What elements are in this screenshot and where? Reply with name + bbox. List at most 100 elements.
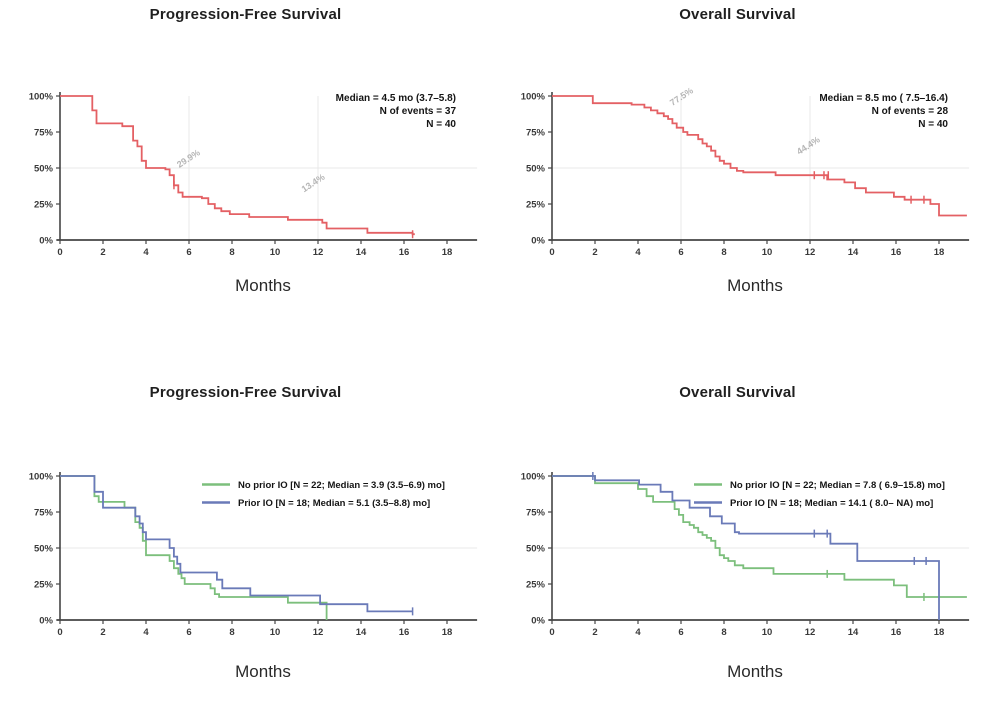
svg-text:18: 18 xyxy=(934,247,945,258)
gridlines xyxy=(60,96,478,240)
axis-ticks: 0 2 4 6 8 10 12 14 16 18 0% 25% 50% 75% 100% xyxy=(521,92,945,259)
axis-ticks: 0 2 4 6 8 10 12 14 16 18 0% 25% 50% 75% 100% xyxy=(521,472,945,639)
svg-text:8: 8 xyxy=(721,627,726,638)
svg-text:4: 4 xyxy=(143,247,149,258)
svg-text:8: 8 xyxy=(721,247,726,258)
km-plot-pfs-by-prior-io: 0 2 4 6 8 10 12 14 16 18 0% 25% 50% 75% 100% No prior I… xyxy=(29,472,478,639)
x-axis-label: Months xyxy=(235,276,291,295)
legend-label: No prior IO [N = 22; Median = 7.8 ( 6.9–… xyxy=(730,480,945,491)
km-curve-prior-io xyxy=(552,472,940,620)
svg-text:6: 6 xyxy=(678,627,683,638)
svg-text:N of events = 28: N of events = 28 xyxy=(872,106,949,117)
km-plot-os-all-patients: 0 2 4 6 8 10 12 14 16 180%25%50%75%100% 77.5%44.4%… xyxy=(521,85,970,259)
panel-os-by-prior-io: 0 2 4 6 8 10 12 14 16 18 0% 25% 50% 75% 100% No prior I… xyxy=(492,380,983,717)
axes xyxy=(549,472,970,621)
km-curve-no-prior-io xyxy=(60,475,328,620)
svg-text:16: 16 xyxy=(891,247,902,258)
svg-text:Median = 4.5 mo (3.7–5.8): Median = 4.5 mo (3.7–5.8) xyxy=(336,93,456,104)
chart-title: Overall Survival xyxy=(679,6,796,23)
svg-text:12: 12 xyxy=(313,627,324,638)
gridlines xyxy=(552,96,970,240)
svg-text:100%: 100% xyxy=(29,92,54,103)
svg-text:50%: 50% xyxy=(34,544,54,555)
svg-text:75%: 75% xyxy=(34,128,54,139)
svg-text:50%: 50% xyxy=(34,164,54,175)
x-axis-label: Months xyxy=(727,662,783,681)
survival-rate-label: 44.4% xyxy=(795,134,822,156)
svg-text:10: 10 xyxy=(762,247,773,258)
svg-text:4: 4 xyxy=(635,247,641,258)
svg-text:100%: 100% xyxy=(29,472,54,483)
km-plot-os-by-prior-io: 0 2 4 6 8 10 12 14 16 18 0% 25% 50% 75% 100% No prior I… xyxy=(521,472,970,639)
svg-text:12: 12 xyxy=(313,247,324,258)
svg-text:16: 16 xyxy=(399,627,410,638)
axes xyxy=(549,92,970,241)
svg-text:14: 14 xyxy=(848,247,859,258)
legend-label: Prior IO [N = 18; Median = 14.1 ( 8.0– N… xyxy=(730,498,933,509)
svg-text:0: 0 xyxy=(57,247,62,258)
svg-text:N = 40: N = 40 xyxy=(918,119,948,130)
x-axis-label: Months xyxy=(727,276,783,295)
svg-text:4: 4 xyxy=(635,627,641,638)
svg-text:8: 8 xyxy=(229,627,234,638)
median-annotation: Median = 4.5 mo (3.7–5.8) N of events = 3… xyxy=(336,93,457,130)
svg-text:100%: 100% xyxy=(521,472,546,483)
svg-text:75%: 75% xyxy=(526,128,546,139)
svg-text:25%: 25% xyxy=(34,580,54,591)
panel-os-all-patients: 0 2 4 6 8 10 12 14 16 18 0% 25% 50% 75% 100% 77.5% 44.4%… xyxy=(492,0,983,378)
svg-text:2: 2 xyxy=(592,627,597,638)
svg-text:16: 16 xyxy=(891,627,902,638)
svg-text:0%: 0% xyxy=(39,616,53,627)
axis-ticks: 0 2 4 6 8 10 12 14 16 18 0% 25% 50% 75% 100% xyxy=(29,92,453,259)
axis-ticks: 0 2 4 6 8 10 12 14 16 18 0% 25% 50% 75% 100% xyxy=(29,472,453,639)
svg-text:25%: 25% xyxy=(526,200,546,211)
legend-label: Prior IO [N = 18; Median = 5.1 (3.5–8.8)… xyxy=(238,498,430,509)
svg-text:Median = 8.5 mo ( 7.5–16.4): Median = 8.5 mo ( 7.5–16.4) xyxy=(819,93,948,104)
km-curve-all-patients xyxy=(552,95,967,217)
chart-title: Progression-Free Survival xyxy=(149,384,342,401)
x-axis-label: Months xyxy=(235,662,291,681)
svg-text:4: 4 xyxy=(143,627,149,638)
km-curve-prior-io xyxy=(60,475,414,616)
svg-text:N of events = 37: N of events = 37 xyxy=(380,106,457,117)
legend: No prior IO [N = 22; Median = 3.9 (3.5–6… xyxy=(202,480,445,509)
svg-text:50%: 50% xyxy=(526,164,546,175)
svg-text:10: 10 xyxy=(270,247,281,258)
axes xyxy=(57,92,478,241)
svg-text:0%: 0% xyxy=(531,236,545,247)
svg-text:0%: 0% xyxy=(39,236,53,247)
svg-text:10: 10 xyxy=(762,627,773,638)
km-curve-no-prior-io xyxy=(552,475,967,601)
svg-text:0: 0 xyxy=(549,627,554,638)
svg-text:0: 0 xyxy=(57,627,62,638)
survival-rate-label: 13.4% xyxy=(300,172,327,194)
svg-text:14: 14 xyxy=(356,247,367,258)
svg-text:18: 18 xyxy=(934,627,945,638)
svg-text:18: 18 xyxy=(442,247,453,258)
svg-text:75%: 75% xyxy=(526,508,546,519)
km-curve-all-patients xyxy=(60,95,415,239)
svg-text:25%: 25% xyxy=(34,200,54,211)
svg-text:6: 6 xyxy=(678,247,683,258)
legend: No prior IO [N = 22; Median = 7.8 ( 6.9–… xyxy=(694,480,945,509)
svg-text:25%: 25% xyxy=(526,580,546,591)
km-plot-pfs-all-patients: 0 2 4 6 8 10 12 14 16 18 0% 25% 50% 75% 100% 29.9% 13.4%… xyxy=(29,92,478,259)
chart-title: Overall Survival xyxy=(679,384,796,401)
chart-title: Progression-Free Survival xyxy=(149,6,342,23)
panel-pfs-by-prior-io: 0 2 4 6 8 10 12 14 16 18 0% 25% 50% 75% 100% No prior I… xyxy=(0,380,491,717)
svg-text:75%: 75% xyxy=(34,508,54,519)
panel-pfs-all-patients: 0 2 4 6 8 10 12 14 16 18 0% 25% 50% 75% 100% 29.9% 13.4%… xyxy=(0,0,491,378)
survival-rate-label: 29.9% xyxy=(175,147,202,169)
svg-text:2: 2 xyxy=(592,247,597,258)
legend-label: No prior IO [N = 22; Median = 3.9 (3.5–6… xyxy=(238,480,445,491)
svg-text:2: 2 xyxy=(100,247,105,258)
svg-text:0%: 0% xyxy=(531,616,545,627)
svg-text:14: 14 xyxy=(356,627,367,638)
svg-text:2: 2 xyxy=(100,627,105,638)
svg-text:6: 6 xyxy=(186,627,191,638)
svg-text:10: 10 xyxy=(270,627,281,638)
svg-text:18: 18 xyxy=(442,627,453,638)
svg-text:14: 14 xyxy=(848,627,859,638)
svg-text:6: 6 xyxy=(186,247,191,258)
